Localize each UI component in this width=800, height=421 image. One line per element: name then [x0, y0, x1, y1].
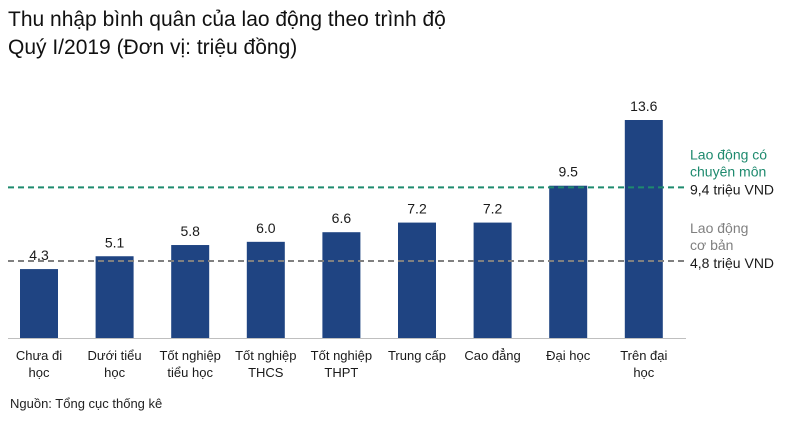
category-label-3-line-1: Tốt nghiệp	[159, 348, 220, 363]
bar-3	[171, 245, 210, 338]
reference-label-2-line-1: Lao động	[690, 220, 748, 236]
value-label-3: 5.8	[180, 223, 200, 239]
category-label-3-line-2: tiểu học	[167, 365, 213, 380]
reference-label-1-line-1: Lao động có	[690, 146, 767, 162]
value-label-5: 6.6	[332, 210, 352, 226]
source-note: Nguồn: Tổng cục thống kê	[10, 396, 163, 411]
bar-6	[398, 222, 436, 338]
category-label-2-line-2: học	[104, 365, 125, 380]
reference-label-1-line-2: chuyên môn	[690, 163, 766, 179]
category-label-4-line-2: THCS	[248, 365, 284, 380]
category-label-4-line-1: Tốt nghiệp	[235, 348, 296, 363]
bar-5	[322, 232, 361, 338]
category-label-8-line-1: Đại học	[546, 348, 591, 363]
bar-2	[95, 256, 134, 338]
category-label-7-line-1: Cao đẳng	[464, 348, 520, 363]
category-label-9-line-2: học	[633, 365, 654, 380]
value-label-7: 7.2	[483, 201, 503, 217]
chart-title-line-2: Quý I/2019 (Đơn vị: triệu đồng)	[8, 36, 298, 59]
category-label-1-line-2: học	[29, 365, 50, 380]
value-label-6: 7.2	[407, 201, 427, 217]
value-label-8: 9.5	[558, 164, 578, 180]
value-label-9: 13.6	[630, 98, 657, 114]
chart-title: Thu nhập bình quân của lao động theo trì…	[8, 6, 446, 62]
category-label-2-line-1: Dưới tiểu	[88, 348, 142, 363]
bar-7	[473, 222, 512, 338]
category-label-5-line-2: THPT	[324, 365, 358, 380]
bar-4	[246, 241, 285, 338]
value-label-2: 5.1	[105, 234, 125, 250]
bar-1	[20, 269, 58, 338]
category-label-6-line-1: Trung cấp	[388, 348, 446, 363]
category-label-1-line-1: Chưa đi	[16, 348, 62, 363]
bar-9	[624, 120, 663, 338]
chart-title-line-1: Thu nhập bình quân của lao động theo trì…	[8, 8, 446, 31]
category-label-9-line-1: Trên đại	[620, 348, 667, 363]
reference-value-1: 9,4 triệu VND	[690, 181, 774, 197]
reference-value-2: 4,8 triệu VND	[690, 255, 774, 271]
category-label-5-line-1: Tốt nghiệp	[311, 348, 372, 363]
value-label-1: 4.3	[29, 247, 49, 263]
reference-label-2-line-2: cơ bản	[690, 237, 733, 253]
value-label-4: 6.0	[256, 220, 276, 236]
